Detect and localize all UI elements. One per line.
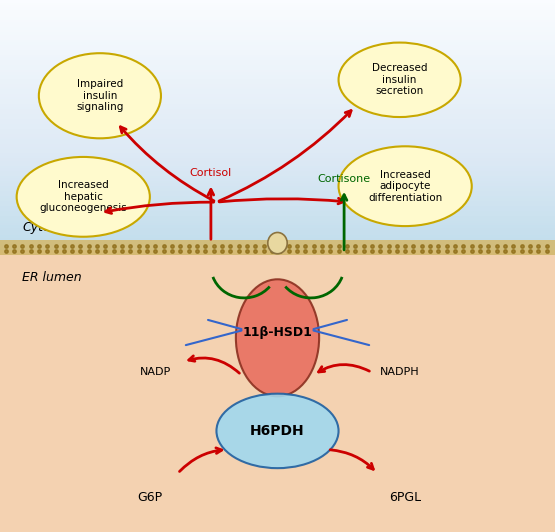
Ellipse shape — [216, 394, 339, 468]
Text: Increased
hepatic
gluconeogenesis: Increased hepatic gluconeogenesis — [39, 180, 127, 213]
Ellipse shape — [339, 43, 461, 117]
Bar — [0, 240, 555, 255]
Ellipse shape — [39, 53, 161, 138]
Text: G6P: G6P — [137, 491, 163, 504]
Text: Impaired
insulin
signaling: Impaired insulin signaling — [76, 79, 124, 112]
Ellipse shape — [236, 279, 319, 396]
Ellipse shape — [339, 146, 472, 226]
Text: Decreased
insulin
secretion: Decreased insulin secretion — [372, 63, 427, 96]
Text: ER lumen: ER lumen — [22, 271, 82, 284]
Text: 11β-HSD1: 11β-HSD1 — [243, 326, 312, 339]
Text: Cortisol: Cortisol — [190, 168, 232, 178]
Bar — [0, 250, 555, 532]
Ellipse shape — [17, 157, 150, 237]
Text: 6PGL: 6PGL — [389, 491, 421, 504]
Ellipse shape — [268, 232, 287, 254]
Text: NADPH: NADPH — [380, 368, 420, 377]
Text: NADP: NADP — [140, 368, 171, 377]
Text: Increased
adipocyte
differentiation: Increased adipocyte differentiation — [368, 170, 442, 203]
Text: Cytosol: Cytosol — [22, 221, 68, 234]
Text: H6PDH: H6PDH — [250, 424, 305, 438]
Text: Cortisone: Cortisone — [317, 173, 371, 184]
